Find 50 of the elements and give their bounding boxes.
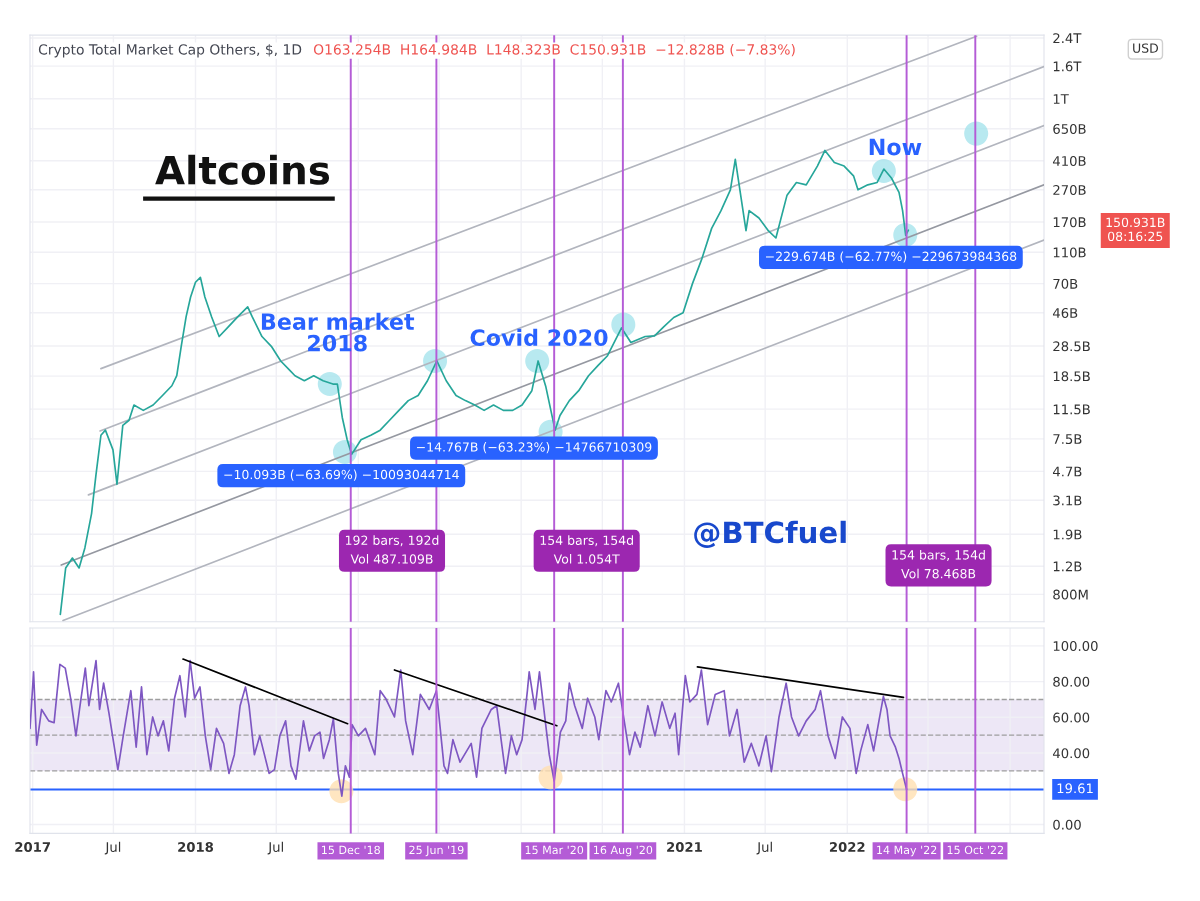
y-tick-label: 1.9B xyxy=(1053,529,1082,540)
annotation: 154 bars, 154d Vol 1.054T xyxy=(540,535,633,564)
y-tick-label: 18.5B xyxy=(1053,371,1090,382)
annotation: −14.767B (−63.23%) −14766710309 xyxy=(416,442,652,454)
annotation: @BTCfuel xyxy=(694,520,846,548)
y-tick-label: 270B xyxy=(1053,185,1086,196)
y-tick-label: 60.00 xyxy=(1053,712,1090,723)
y-tick-label: 4.7B xyxy=(1052,466,1082,477)
y-tick-label: 28.5B xyxy=(1053,341,1090,352)
x-tick-label: Jul xyxy=(104,841,121,855)
x-tick-label: Jul xyxy=(756,841,772,855)
text: O163.254B H164.984B L148.323B C150.931B −12.828B (−7.83%) xyxy=(313,43,795,57)
y-tick-label: 11.5B xyxy=(1053,404,1090,415)
annotation: Altcoins xyxy=(155,154,330,185)
annotation: −229.674B (−62.77%) −229673984368 xyxy=(765,251,1017,263)
ref-line-label: 14 May '22 xyxy=(877,845,937,857)
x-tick-label: 2021 xyxy=(667,841,702,852)
ref-line-label: 15 Oct '22 xyxy=(947,845,1003,855)
ref-line-label: 15 Dec '18 xyxy=(322,845,380,855)
text: USD xyxy=(1133,43,1159,53)
y-tick-label: 7.5B xyxy=(1053,434,1082,445)
y-tick-label: 100.00 xyxy=(1053,641,1098,652)
x-tick-label: 2017 xyxy=(15,841,50,852)
annotation: 154 bars, 154d Vol 78.468B xyxy=(892,549,985,579)
ref-line-label: 25 Jun '19 xyxy=(409,845,464,857)
y-tick-label: 0.00 xyxy=(1053,819,1081,830)
y-tick-label: 3.1B xyxy=(1053,495,1082,506)
y-tick-label: 1.6T xyxy=(1053,61,1082,72)
x-tick-label: 2018 xyxy=(178,841,214,852)
y-tick-label: 1T xyxy=(1053,94,1069,104)
y-tick-label: 2.4T xyxy=(1053,33,1082,43)
ref-line-label: 19.61 xyxy=(1057,783,1093,794)
y-tick-label: 410B xyxy=(1052,156,1086,166)
annotation: 192 bars, 192d Vol 487.109B xyxy=(345,535,439,564)
x-tick-label: Jul xyxy=(267,841,283,855)
y-tick-label: 70B xyxy=(1053,278,1078,289)
text: Crypto Total Market Cap Others, $, 1D xyxy=(38,43,302,58)
text: 150.931B 08:16:25 xyxy=(1106,217,1165,242)
y-tick-label: 110B xyxy=(1053,247,1086,258)
ref-line-label: 15 Mar '20 xyxy=(525,845,584,855)
y-tick-label: 1.2B xyxy=(1053,561,1082,572)
y-tick-label: 800M xyxy=(1053,589,1088,600)
y-tick-label: 46B xyxy=(1052,308,1078,318)
y-tick-label: 40.00 xyxy=(1052,748,1090,759)
annotation: −10.093B (−63.69%) −10093044714 xyxy=(224,469,459,481)
y-tick-label: 650B xyxy=(1053,123,1086,134)
x-tick-label: 2022 xyxy=(829,841,865,852)
y-tick-label: 170B xyxy=(1053,217,1086,228)
ref-line-label: 16 Aug '20 xyxy=(594,845,653,857)
y-tick-label: 80.00 xyxy=(1053,676,1090,687)
